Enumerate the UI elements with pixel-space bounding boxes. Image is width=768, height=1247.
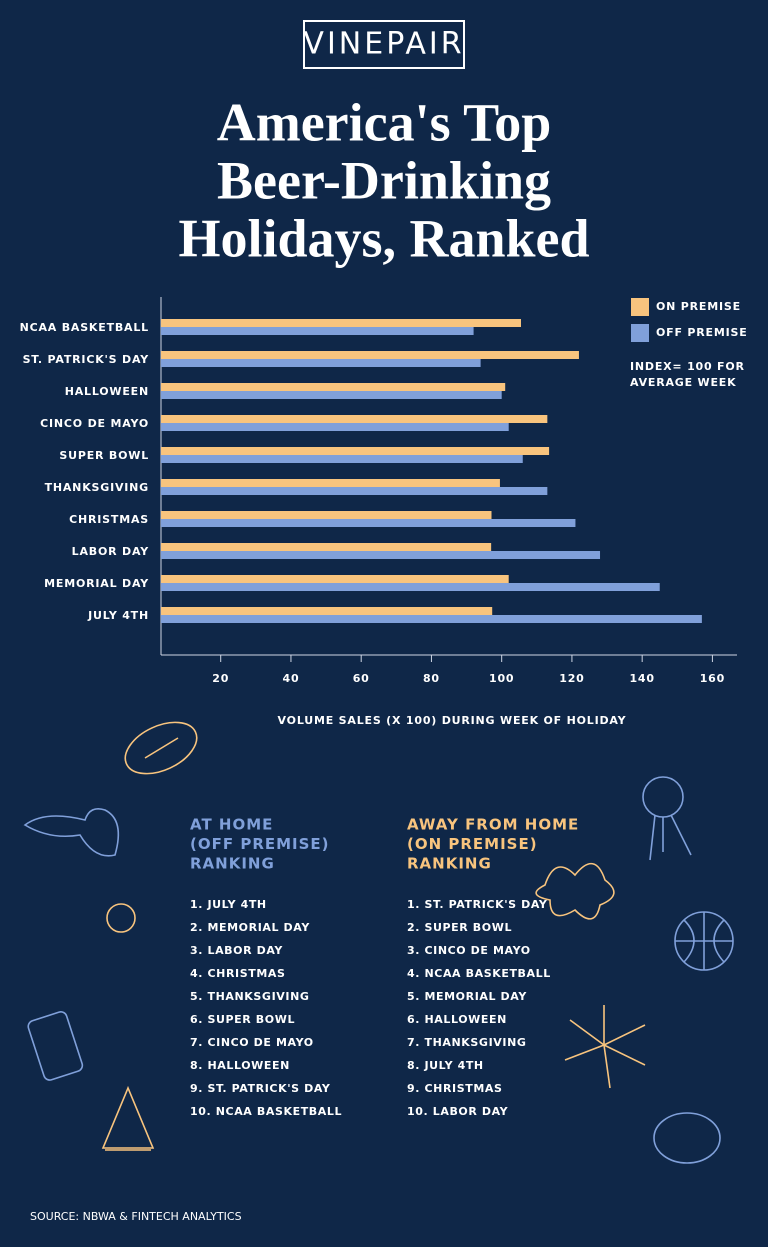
logo-box [303,20,465,69]
basketball-lines [675,912,733,970]
bar [161,391,502,399]
x-tick-label: 80 [423,672,440,685]
chart-title: America's Top [217,92,552,152]
legend-label: OFF PREMISE [656,326,748,339]
ranking-title: AWAY FROM HOME [407,816,579,834]
tree-icon [101,1085,155,1151]
ranking-item: 2. MEMORIAL DAY [190,921,310,934]
ranking-item: 9. ST. PATRICK'S DAY [190,1082,331,1095]
bar [161,447,550,455]
decorations [101,721,646,1151]
ranking-item: 9. CHRISTMAS [407,1082,503,1095]
ranking-item: 4. CHRISTMAS [190,967,286,980]
bar [161,551,601,559]
category-label: NCAA BASKETBALL [20,321,149,334]
ranking-item: 6. HALLOWEEN [407,1013,507,1026]
category-label: ST. PATRICK'S DAY [23,353,150,366]
category-label: MEMORIAL DAY [44,577,149,590]
legend-label: ON PREMISE [656,300,741,313]
can-icon [27,1011,84,1081]
category-label: CINCO DE MAYO [40,417,149,430]
chart-title: Holidays, Ranked [178,208,589,268]
ranking-item: 8. JULY 4TH [407,1059,484,1072]
legend-swatch [631,324,649,342]
x-tick-label: 20 [212,672,229,685]
bar [161,455,523,463]
source: SOURCE: NBWA & FINTECH ANALYTICS [30,1210,242,1223]
bar [161,543,492,551]
football-lace [144,737,179,759]
clover-icon [535,862,615,920]
ranking-item: 1. ST. PATRICK'S DAY [407,898,548,911]
ranking-item: 8. HALLOWEEN [190,1059,290,1072]
ranking-title: (OFF PREMISE) [190,835,330,853]
x-tick-label: 120 [559,672,584,685]
bar [161,519,576,527]
ranking-item: 7. CINCO DE MAYO [190,1036,314,1049]
turkey-icon [106,903,136,933]
ranking-item: 7. THANKSGIVING [407,1036,527,1049]
football-icon [124,721,198,775]
x-tick-label: 40 [282,672,299,685]
ranking-title: (ON PREMISE) [407,835,538,853]
bar [161,607,493,615]
ranking-item: 3. CINCO DE MAYO [407,944,531,957]
category-label: THANKSGIVING [45,481,149,494]
ranking-title: RANKING [407,855,492,873]
firework-icon [564,1005,646,1089]
ranking-title: RANKING [190,855,275,873]
ranking-item: 1. JULY 4TH [190,898,267,911]
bar [161,351,579,359]
ranking-item: 10. NCAA BASKETBALL [190,1105,342,1118]
legend-swatch [631,298,649,316]
x-tick-label: 160 [700,672,725,685]
note: AVERAGE WEEK [630,376,736,389]
ranking-item: 3. LABOR DAY [190,944,283,957]
logo: VINEPAIR [303,27,464,62]
hat-icon [23,807,120,857]
chart-title: Beer-Drinking [217,150,551,210]
ranking-item: 10. LABOR DAY [407,1105,509,1118]
x-axis-label: VOLUME SALES (X 100) DURING WEEK OF HOLI… [278,714,627,727]
bar [161,615,702,623]
decorations-blue [23,776,734,1164]
x-tick-label: 60 [353,672,370,685]
bar [161,583,660,591]
bar [161,383,506,391]
bar [161,327,474,335]
ranking-title: AT HOME [190,816,273,834]
bar [161,511,492,519]
bar [161,415,548,423]
grill-legs [649,814,692,861]
bar [161,359,481,367]
ranking-item: 6. SUPER BOWL [190,1013,295,1026]
category-label: JULY 4TH [87,609,149,622]
ranking-item: 2. SUPER BOWL [407,921,512,934]
category-label: HALLOWEEN [65,385,149,398]
category-label: CHRISTMAS [69,513,149,526]
bar [161,319,521,327]
bar [161,423,509,431]
ranking-item: 4. NCAA BASKETBALL [407,967,551,980]
ranking-item: 5. THANKSGIVING [190,990,310,1003]
bar [161,487,548,495]
category-label: SUPER BOWL [59,449,149,462]
category-label: LABOR DAY [72,545,150,558]
pumpkin-icon [653,1112,721,1164]
x-tick-label: 140 [629,672,654,685]
bar [161,575,509,583]
x-tick-label: 100 [489,672,514,685]
bar [161,479,500,487]
ranking-item: 5. MEMORIAL DAY [407,990,527,1003]
note: INDEX= 100 FOR [630,360,745,373]
